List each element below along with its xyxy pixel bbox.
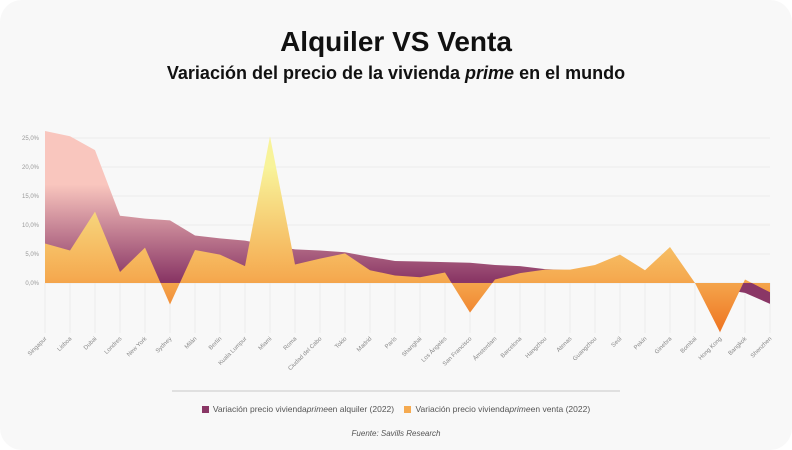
x-tick-label: Pekín <box>633 336 648 351</box>
x-tick-label: Shanghai <box>401 336 423 358</box>
x-tick-label: Tokio <box>334 336 349 351</box>
x-tick-label: Bombai <box>680 336 699 355</box>
x-tick-label: Hong Kong <box>698 336 723 361</box>
y-tick-label: 25,0% <box>22 136 40 142</box>
x-tick-label: Ámsterdam <box>472 335 499 362</box>
source-note: Fuente: Savills Research <box>351 429 441 438</box>
x-tick-label: Seúl <box>611 336 624 349</box>
chart-legend: Variación precio vivienda prime en alqui… <box>0 404 792 415</box>
legend-item-sale: Variación precio vivienda prime en venta… <box>404 404 590 414</box>
x-tick-label: Berlín <box>208 336 223 351</box>
legend-label-em: prime <box>306 404 328 414</box>
legend-swatch-sale <box>404 405 412 413</box>
x-tick-label: Shenzhen <box>750 336 773 359</box>
x-tick-label: Barcelona <box>500 336 524 360</box>
subtitle-text: Variación del precio de la vivienda <box>166 63 466 83</box>
x-tick-label: New York <box>126 335 149 358</box>
subtitle-emphasis: prime <box>465 63 515 83</box>
y-tick-label: 0,0% <box>25 281 39 287</box>
x-tick-label: Madrid <box>356 336 373 353</box>
x-tick-label: Bangkok <box>728 335 749 356</box>
chart-subtitle: Variación del precio de la vivienda prim… <box>0 63 792 84</box>
x-tick-label: Los Ángeles <box>420 335 448 363</box>
legend-label: Variación precio vivienda <box>415 404 510 414</box>
x-tick-label: Singapur <box>27 336 48 357</box>
legend-label-end: en venta (2022) <box>530 404 591 414</box>
x-tick-label: Lisboa <box>57 336 74 353</box>
y-tick-label: 5,0% <box>25 252 39 258</box>
x-tick-label: París <box>384 336 398 350</box>
legend-swatch-rent <box>201 405 209 413</box>
x-tick-label: Miami <box>258 336 274 352</box>
x-tick-label: Guangzhou <box>572 336 598 362</box>
x-tick-label: Londres <box>104 336 124 356</box>
legend-label: Variación precio vivienda <box>212 404 307 414</box>
subtitle-text-end: en el mundo <box>514 63 626 83</box>
x-tick-label: Dubai <box>83 336 98 351</box>
legend-label-em: prime <box>509 404 531 414</box>
y-tick-label: 20,0% <box>22 165 40 171</box>
x-tick-label: Roma <box>283 336 299 352</box>
legend-label-end: en alquiler (2022) <box>327 404 395 414</box>
x-tick-label: Hangzhou <box>525 336 549 360</box>
x-tick-label: Atenas <box>556 336 573 353</box>
y-tick-label: 10,0% <box>22 223 40 229</box>
x-tick-label: Sydney <box>155 336 173 354</box>
y-tick-label: 15,0% <box>22 194 40 200</box>
chart-plot: 0,0% 5,0% 10,0% 15,0% 20,0% 25,0% Singapur Lisb… <box>22 131 773 392</box>
chart-title: Alquiler VS Venta <box>280 26 512 57</box>
legend-item-rent: Variación precio vivienda prime en alqui… <box>201 404 395 414</box>
x-tick-label: Milán <box>184 336 198 350</box>
x-tick-label: Ginebra <box>654 336 674 356</box>
